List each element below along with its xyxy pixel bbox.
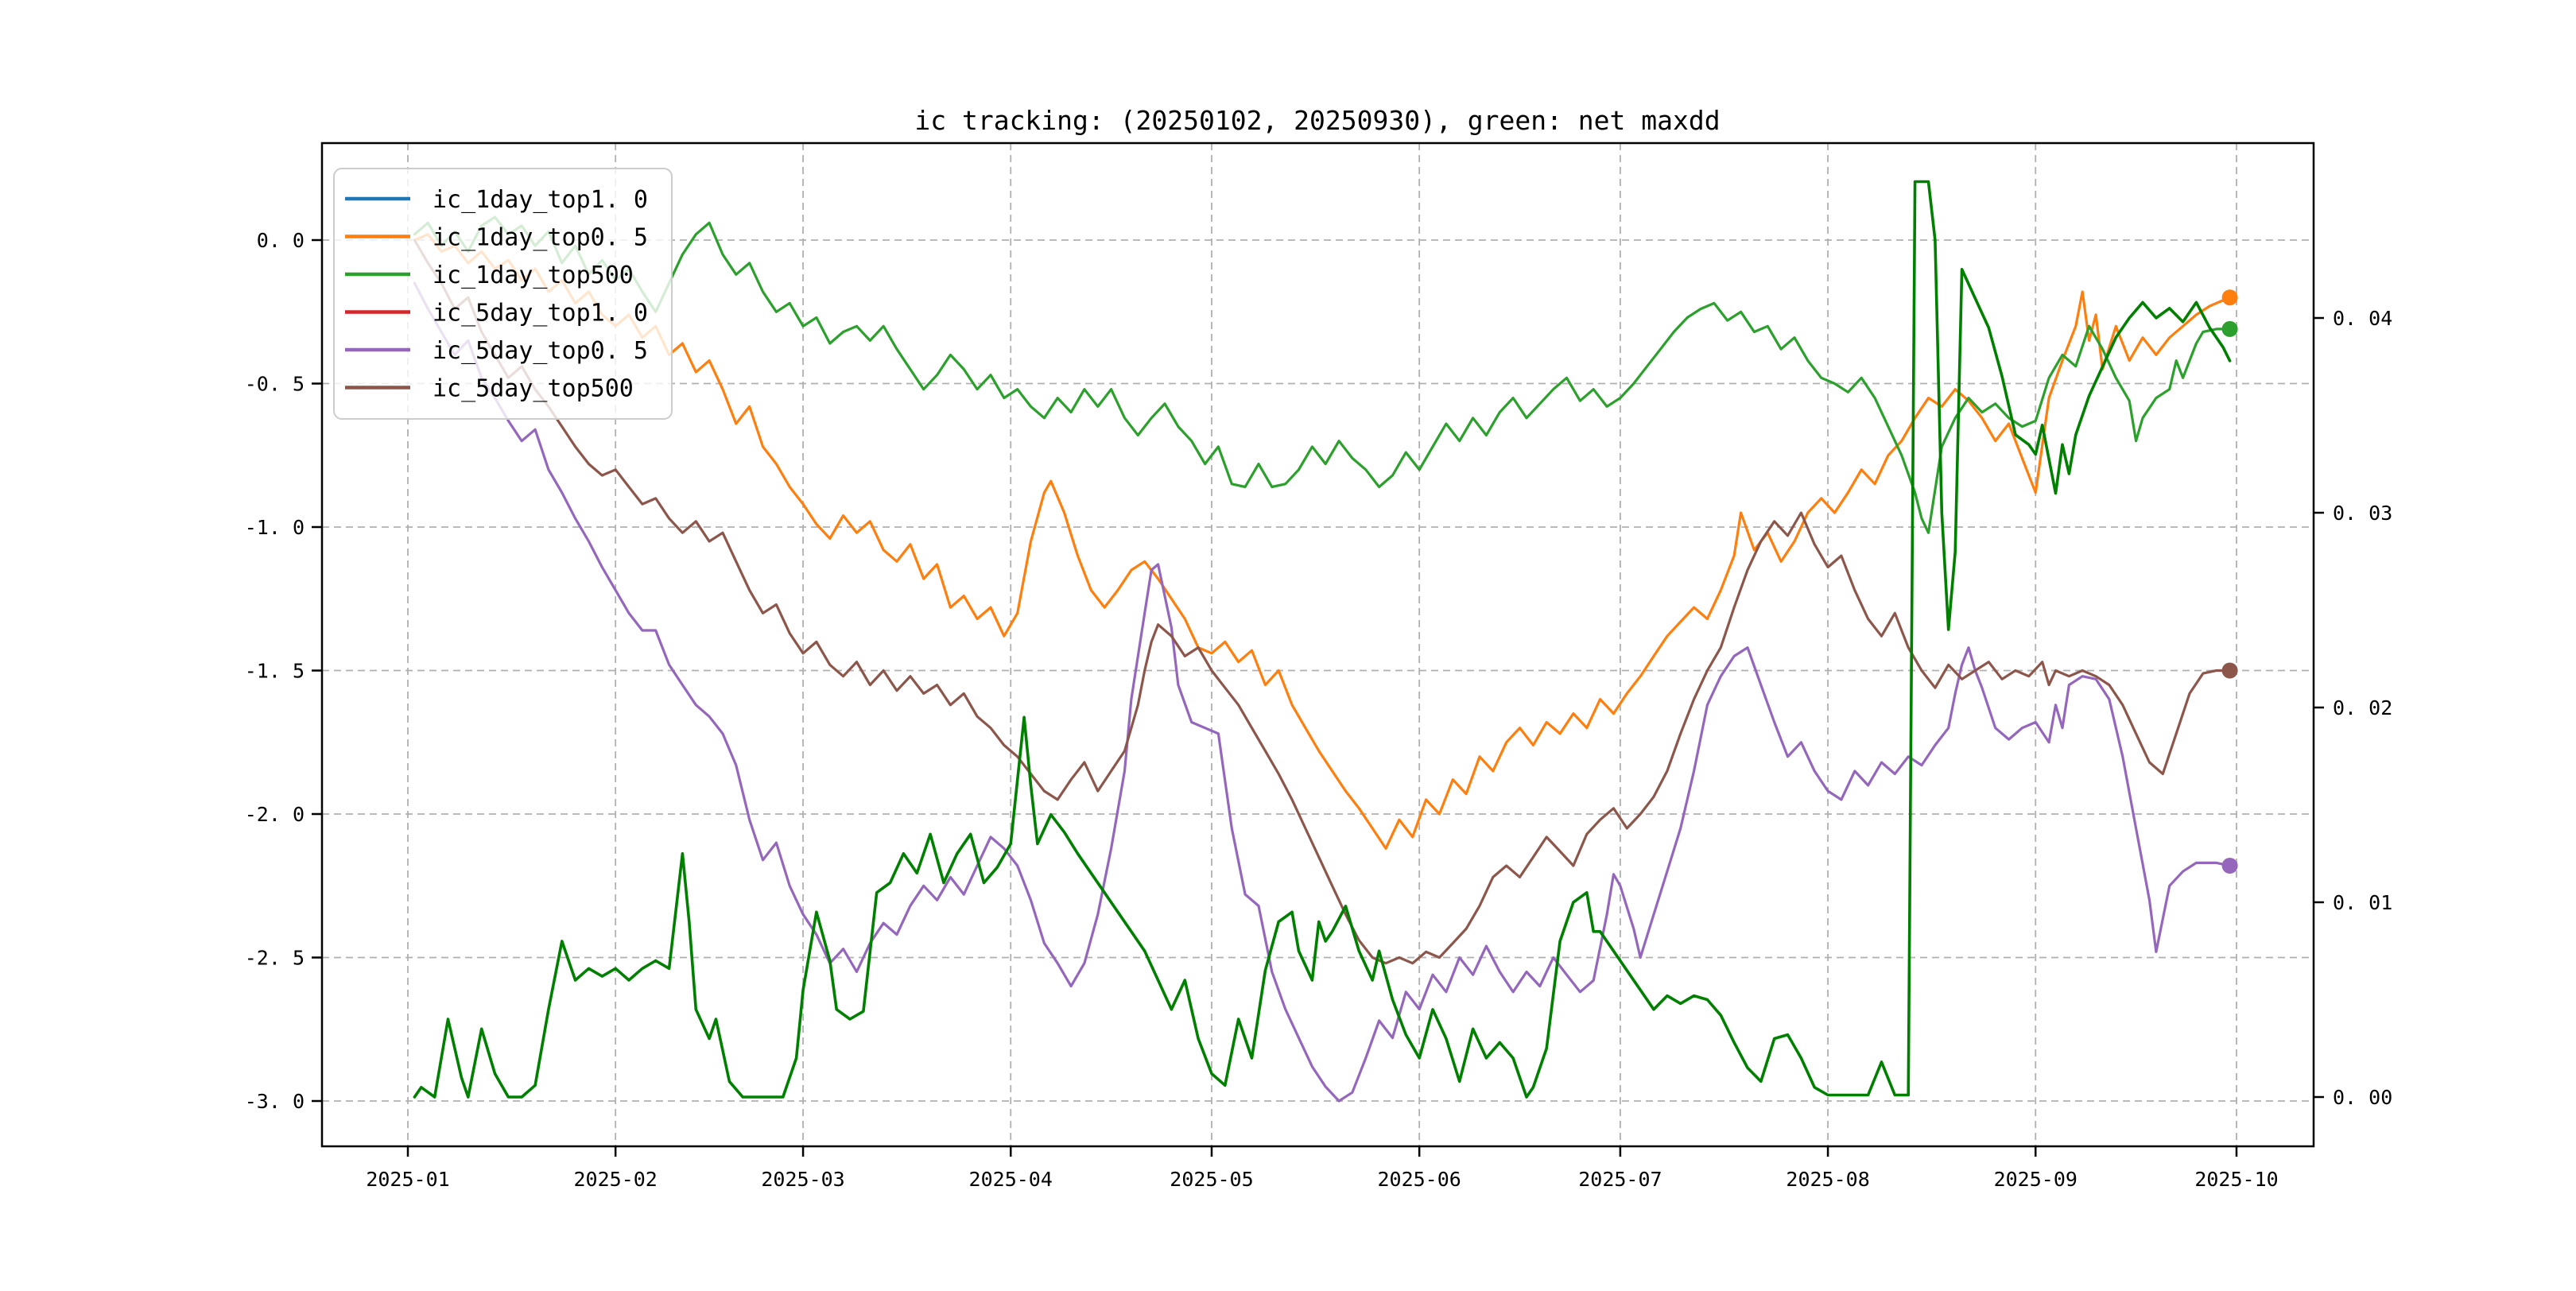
- y-right-tick-label: 0. 02: [2333, 696, 2392, 719]
- y-right-tick-label: 0. 04: [2333, 307, 2392, 330]
- gridlines: [322, 143, 2314, 1146]
- x-tick-label: 2025-07: [1578, 1168, 1662, 1191]
- x-tick-label: 2025-06: [1377, 1168, 1461, 1191]
- axis-tick-labels: 0. 0 -0. 5 -1. 0 -1. 5 -2. 0 -2. 5 -3. 0 0. 00 0…: [245, 229, 2393, 1191]
- x-tick-label: 2025-03: [761, 1168, 844, 1191]
- legend-item-label: ic_1day_top0. 5: [433, 224, 648, 252]
- series-line-ic_5day_top500: [413, 238, 2232, 965]
- x-tick-label: 2025-09: [1994, 1168, 2077, 1191]
- y-left-tick-label: -1. 0: [245, 516, 305, 539]
- series-line-ic_1day_top500: [413, 215, 2232, 534]
- y-left-tick-label: -1. 5: [245, 660, 305, 683]
- legend-item-label: ic_1day_top500: [433, 262, 634, 289]
- series-end-marker-ic_1day_top500: [2221, 320, 2238, 337]
- x-tick-label: 2025-04: [969, 1168, 1053, 1191]
- y-left-tick-label: -3. 0: [245, 1090, 305, 1113]
- y-right-tick-label: 0. 01: [2333, 891, 2392, 914]
- legend-item-label: ic_1day_top1. 0: [433, 186, 648, 214]
- x-tick-label: 2025-10: [2194, 1168, 2278, 1191]
- plot-spines: [320, 142, 2315, 1148]
- legend-item-label: ic_5day_top0. 5: [433, 337, 648, 365]
- legend-item-label: ic_5day_top1. 0: [433, 300, 648, 328]
- series-line-ic_1day_top0.5: [413, 233, 2232, 850]
- series-end-marker-ic_1day_top0.5: [2221, 289, 2238, 306]
- x-tick-label: 2025-05: [1170, 1168, 1253, 1191]
- legend: ic_1day_top1. 0 ic_1day_top0. 5 ic_1day_to…: [333, 168, 673, 420]
- series-line-net_maxdd: [413, 180, 2232, 1099]
- y-left-tick-label: 0. 0: [257, 229, 305, 252]
- plot-border: [320, 142, 2315, 1148]
- x-tick-label: 2025-08: [1786, 1168, 1869, 1191]
- legend-box: [333, 168, 673, 420]
- series-line-ic_5day_top0.5: [413, 281, 2232, 1103]
- x-tick-label: 2025-01: [366, 1168, 449, 1191]
- y-right-tick-label: 0. 00: [2333, 1086, 2392, 1109]
- series-end-marker-ic_5day_top500: [2221, 662, 2238, 679]
- series-end-marker-ic_5day_top0.5: [2221, 858, 2238, 874]
- axis-ticks: [312, 238, 2324, 1157]
- chart-title: ic tracking: (20250102, 20250930), green…: [914, 105, 1720, 136]
- y-right-tick-label: 0. 03: [2333, 502, 2392, 525]
- series-lines: [413, 180, 2238, 1103]
- y-left-tick-label: -2. 5: [245, 947, 305, 970]
- x-tick-label: 2025-02: [573, 1168, 657, 1191]
- y-left-tick-label: -0. 5: [245, 373, 305, 396]
- y-left-tick-label: -2. 0: [245, 803, 305, 826]
- legend-item-label: ic_5day_top500: [433, 375, 634, 403]
